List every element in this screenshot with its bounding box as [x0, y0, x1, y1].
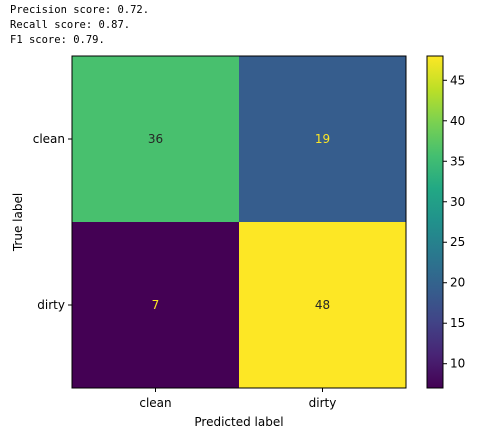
y-axis-ticks: clean dirty — [33, 132, 72, 312]
recall-score-text: Recall score: 0.87. — [10, 19, 131, 31]
colorbar-tick-label: 40 — [450, 114, 465, 128]
score-summary: Precision score: 0.72. Recall score: 0.8… — [10, 3, 149, 48]
y-tick-label: dirty — [37, 298, 65, 312]
matrix-cell — [239, 56, 407, 223]
colorbar-tick-label: 25 — [450, 235, 465, 249]
precision-score-text: Precision score: 0.72. — [10, 4, 150, 16]
colorbar-tick-label: 35 — [450, 154, 465, 168]
colorbar-ticks: 10 15 20 25 30 35 40 45 — [443, 73, 465, 371]
colorbar — [426, 55, 444, 389]
colorbar-tick-label: 10 — [450, 357, 465, 371]
x-tick-label: dirty — [309, 396, 337, 410]
cell-value-label: 19 — [315, 132, 330, 146]
colorbar-tick-label: 45 — [450, 73, 465, 87]
f1-score-text: F1 score: 0.79. — [10, 34, 105, 46]
matrix-cell — [72, 222, 240, 389]
x-axis-ticks: clean dirty — [139, 388, 336, 410]
matrix-cells — [72, 56, 407, 389]
cell-value-label: 36 — [148, 132, 163, 146]
matrix-cell — [72, 56, 240, 223]
x-axis-label: Predicted label — [194, 415, 283, 429]
x-tick-label: clean — [139, 396, 171, 410]
plot-frame — [71, 55, 407, 389]
y-tick-label: clean — [33, 132, 65, 146]
colorbar-tick-label: 20 — [450, 276, 465, 290]
colorbar-tick-label: 30 — [450, 195, 465, 209]
cell-value-label: 48 — [315, 298, 330, 312]
matrix-cell-labels: 36 19 7 48 — [148, 132, 330, 312]
cell-value-label: 7 — [152, 298, 160, 312]
colorbar-tick-label: 15 — [450, 316, 465, 330]
matrix-cell — [239, 222, 407, 389]
y-axis-label: True label — [11, 193, 25, 252]
